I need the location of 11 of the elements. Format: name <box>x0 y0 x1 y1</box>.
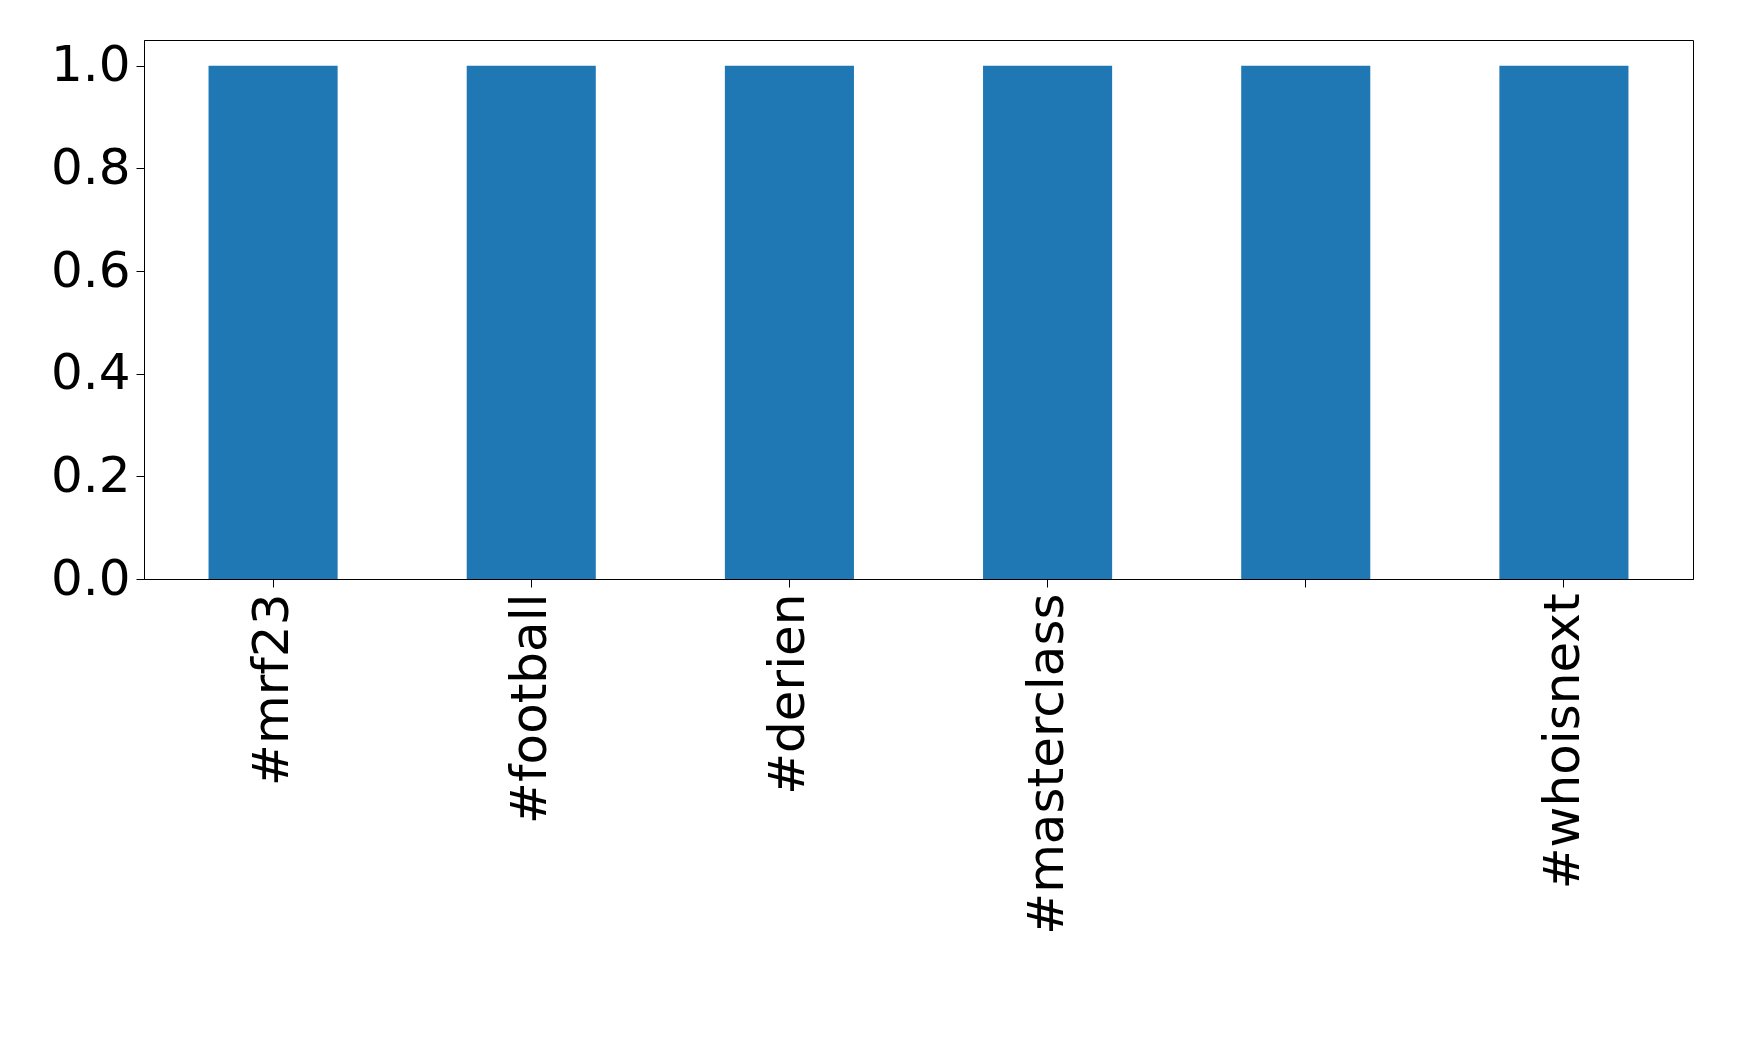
y-tick-label: 0.0 <box>50 548 131 607</box>
x-tick-label: #mrf23 <box>242 593 301 786</box>
x-tick-label: #derien <box>758 593 817 795</box>
x-tick-label: #football <box>500 593 559 824</box>
x-tick-label: #masterclass <box>1016 593 1075 935</box>
x-tick-label: #whoisnext <box>1532 593 1591 890</box>
y-tick-label: 1.0 <box>50 35 131 94</box>
y-tick-label: 0.4 <box>50 343 131 402</box>
y-tick-label: 0.8 <box>50 137 131 196</box>
y-tick-label: 0.2 <box>50 445 131 504</box>
y-tick-label: 0.6 <box>50 240 131 299</box>
